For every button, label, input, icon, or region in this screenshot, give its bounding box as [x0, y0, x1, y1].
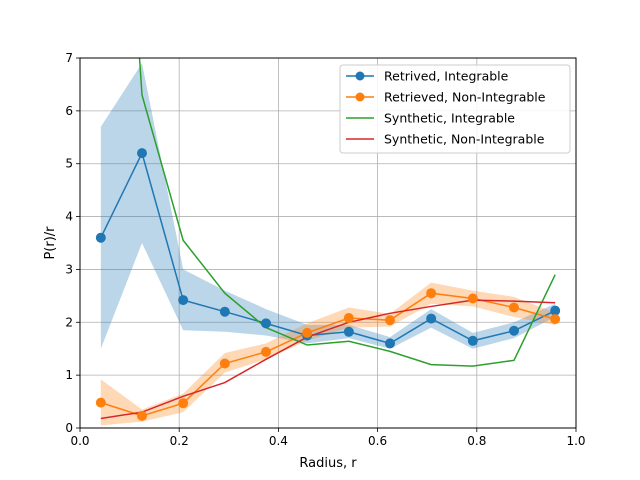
legend-marker-retrieved-non-integrable	[355, 92, 365, 102]
point-retrived-integrable	[95, 232, 106, 243]
point-retrieved-non-integrable	[426, 288, 437, 299]
legend: Retrived, Integrable Retrieved, Non-Integ…	[339, 64, 571, 154]
line-retrived-integrable	[100, 151, 556, 345]
x-tick-label: 0.8	[467, 434, 486, 448]
point-retrieved-non-integrable	[137, 410, 147, 421]
y-axis-ticks: 0 1 2 3 4 5 6 7	[65, 51, 80, 435]
x-tick-label: 0.6	[368, 434, 387, 448]
legend-label-retrieved-non-integrable: Retrieved, Non-Integrable	[384, 90, 546, 105]
point-retrieved-non-integrable	[302, 327, 313, 338]
point-retrived-integrable	[219, 306, 230, 317]
series-markers	[95, 148, 561, 421]
x-axis-ticks: 0.0 0.2 0.4 0.6 0.8 1.0	[70, 428, 586, 448]
x-tick-label: 1.0	[566, 434, 585, 448]
line-synthetic-integrable	[138, 58, 556, 367]
y-tick-label: 7	[65, 51, 73, 65]
y-tick-label: 2	[65, 315, 73, 329]
y-tick-label: 5	[65, 157, 73, 171]
point-retrieved-non-integrable	[95, 397, 106, 408]
x-tick-label: 0.0	[70, 434, 89, 448]
legend-label-synthetic-integrable: Synthetic, Integrable	[384, 111, 515, 126]
point-retrived-integrable	[178, 295, 189, 306]
point-retrived-integrable	[385, 338, 395, 349]
point-retrieved-non-integrable	[509, 302, 519, 313]
legend-label-synthetic-non-integrable: Synthetic, Non-Integrable	[384, 132, 545, 147]
y-axis-label: P(r)/r	[43, 226, 58, 260]
point-retrieved-non-integrable	[261, 346, 271, 357]
point-retrieved-non-integrable	[385, 315, 395, 326]
y-tick-label: 1	[65, 368, 73, 382]
legend-marker-retrived-integrable	[355, 71, 365, 81]
point-retrived-integrable	[137, 148, 147, 159]
point-retrived-integrable	[343, 326, 354, 337]
point-retrieved-non-integrable	[343, 313, 354, 324]
y-tick-label: 4	[65, 210, 73, 224]
plot-frame	[79, 57, 577, 429]
series-lines	[100, 58, 556, 420]
point-retrieved-non-integrable	[178, 398, 189, 409]
y-tick-label: 3	[65, 262, 73, 276]
point-retrieved-non-integrable	[550, 314, 561, 325]
x-tick-label: 0.2	[170, 434, 189, 448]
band-retrived-integrable	[100, 63, 556, 349]
y-tick-label: 0	[65, 421, 73, 435]
x-axis-label: Radius, r	[299, 456, 357, 471]
line-synthetic-non-integrable	[100, 299, 556, 420]
point-retrived-integrable	[261, 318, 271, 329]
point-retrived-integrable	[509, 325, 519, 336]
legend-box	[339, 64, 571, 154]
y-tick-label: 6	[65, 104, 73, 118]
point-retrived-integrable	[550, 305, 561, 316]
legend-label-retrived-integrable: Retrived, Integrable	[384, 69, 509, 84]
point-retrived-integrable	[467, 335, 478, 346]
point-retrived-integrable	[426, 313, 437, 324]
x-tick-label: 0.4	[269, 434, 288, 448]
point-retrieved-non-integrable	[219, 358, 230, 369]
point-retrieved-non-integrable	[467, 293, 478, 304]
